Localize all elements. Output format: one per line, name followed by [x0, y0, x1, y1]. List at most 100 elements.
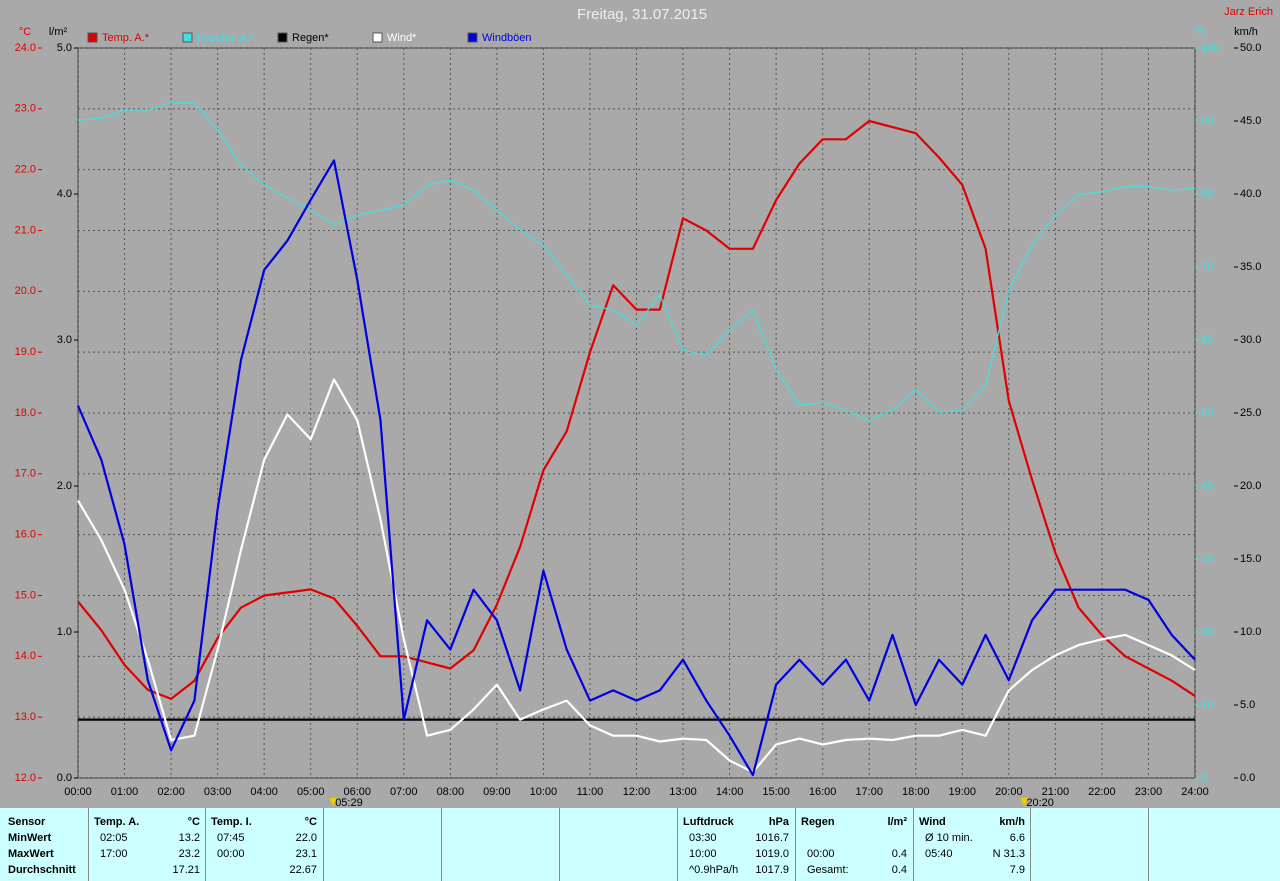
cell-value: 17.21 [172, 864, 200, 876]
legend-swatch [372, 32, 383, 43]
cell-label: 10:00 [689, 848, 717, 860]
row-label: Durchschnitt [8, 864, 76, 876]
y-tick-label: 5.0 [1240, 699, 1255, 711]
y-tick-label: 10 [1201, 699, 1213, 711]
axis-label: l/m² [49, 26, 68, 38]
sun-marker [1020, 798, 1029, 806]
sun-label: 05:29 [335, 797, 363, 808]
y-tick-label: 20 [1201, 626, 1213, 638]
group-header: Temp. I. [211, 816, 252, 828]
y-tick-label: 22.0 [15, 164, 36, 176]
cell-label: ^0.9hPa/h [689, 864, 739, 876]
y-tick-label: 5.0 [57, 42, 72, 54]
axis-label: km/h [1234, 26, 1258, 38]
cell-label: 17:00 [100, 848, 128, 860]
cell-label: Gesamt: [807, 864, 849, 876]
y-tick-label: 100 [1201, 42, 1219, 54]
cell-value: 6.6 [1009, 832, 1025, 844]
x-tick-label: 23:00 [1135, 786, 1163, 798]
y-tick-label: 24.0 [15, 42, 36, 54]
series-line [76, 159, 1196, 777]
column-border [205, 808, 206, 881]
y-tick-label: 50.0 [1240, 42, 1261, 54]
cell-label: 00:00 [217, 848, 245, 860]
y-tick-label: 90 [1201, 115, 1213, 127]
y-tick-label: 35.0 [1240, 261, 1261, 273]
y-tick-label: 30 [1201, 553, 1213, 565]
y-tick-label: 20.0 [15, 285, 36, 297]
y-tick-label: 30.0 [1240, 334, 1261, 346]
y-tick-label: 0.0 [57, 772, 72, 784]
x-tick-label: 22:00 [1088, 786, 1116, 798]
axis-label: °C [19, 26, 31, 38]
x-tick-label: 10:00 [530, 786, 558, 798]
column-border [677, 808, 678, 881]
group-header: Luftdruck [683, 816, 734, 828]
x-tick-label: 04:00 [250, 786, 278, 798]
y-tick-label: 0 [1201, 772, 1207, 784]
x-tick-label: 17:00 [855, 786, 883, 798]
series-line [77, 102, 1196, 421]
x-tick-label: 03:00 [204, 786, 232, 798]
legend-label: Windböen [482, 32, 532, 44]
y-tick-label: 13.0 [15, 711, 36, 723]
y-tick-label: 70 [1201, 261, 1213, 273]
axis-label: % [1195, 26, 1205, 38]
cell-value: 23.2 [178, 848, 200, 860]
x-tick-label: 08:00 [437, 786, 465, 798]
y-tick-label: 15.0 [1240, 553, 1261, 565]
cell-value: 23.1 [295, 848, 317, 860]
y-tick-label: 4.0 [57, 188, 72, 200]
cell-label: 07:45 [217, 832, 245, 844]
y-tick-label: 16.0 [15, 529, 36, 541]
legend-swatch [87, 32, 98, 43]
legend-swatch [277, 32, 288, 43]
x-tick-label: 02:00 [157, 786, 185, 798]
x-tick-label: 24:00 [1181, 786, 1209, 798]
y-tick-label: 40.0 [1240, 188, 1261, 200]
y-tick-label: 15.0 [15, 589, 36, 601]
group-unit: °C [304, 816, 317, 828]
x-tick-label: 14:00 [716, 786, 744, 798]
x-tick-label: 20:00 [995, 786, 1023, 798]
legend-swatch [467, 32, 478, 43]
cell-label: 05:40 [925, 848, 953, 860]
y-tick-label: 20.0 [1240, 480, 1261, 492]
column-border [441, 808, 442, 881]
column-border [323, 808, 324, 881]
chart: Freitag, 31.07.2015 Jarz Erich °C l/m² %… [15, 6, 1273, 808]
column-border [1148, 808, 1149, 881]
group-header: Wind [919, 816, 946, 828]
group-unit: l/m² [887, 816, 907, 828]
legend-swatch [182, 32, 193, 43]
cell-value: 1016.7 [755, 832, 789, 844]
group-unit: hPa [768, 816, 789, 828]
y-tick-label: 2.0 [57, 480, 72, 492]
column-border [795, 808, 796, 881]
legend-label: Temp. A.* [102, 32, 150, 44]
y-tick-label: 80 [1201, 188, 1213, 200]
author: Jarz Erich [1224, 6, 1273, 18]
cell-value: 1019.0 [755, 848, 789, 860]
row-label: MaxWert [8, 848, 54, 860]
y-tick-label: 25.0 [1240, 407, 1261, 419]
x-tick-label: 01:00 [111, 786, 139, 798]
column-border [559, 808, 560, 881]
y-tick-label: 19.0 [15, 346, 36, 358]
x-tick-label: 11:00 [577, 786, 604, 798]
x-tick-label: 18:00 [902, 786, 930, 798]
sun-marker [329, 798, 338, 806]
group-unit: km/h [999, 816, 1025, 828]
x-tick-label: 09:00 [483, 786, 511, 798]
cell-label: Ø 10 min. [925, 832, 973, 844]
group-header: Temp. A. [94, 816, 140, 828]
chart-title: Freitag, 31.07.2015 [577, 6, 707, 23]
x-tick-label: 06:00 [343, 786, 371, 798]
legend-label: Feuchte A.* [197, 32, 255, 44]
cell-label: 03:30 [689, 832, 717, 844]
sun-label: 20:20 [1026, 797, 1054, 808]
group-unit: °C [187, 816, 200, 828]
y-tick-label: 21.0 [15, 224, 36, 236]
cell-value: 22.0 [295, 832, 317, 844]
